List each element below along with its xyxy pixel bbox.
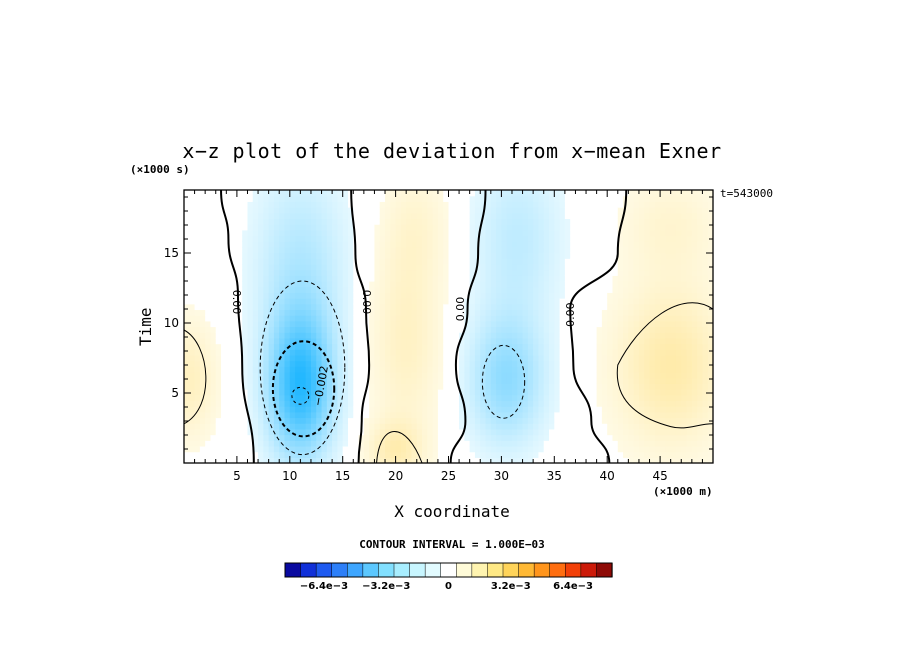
- colorbar-swatch: [596, 562, 613, 578]
- x-tick-label: 40: [600, 469, 615, 483]
- y-tick-label: 10: [164, 316, 179, 330]
- x-tick-label: 10: [282, 469, 297, 483]
- colorbar-swatch: [409, 562, 426, 578]
- contour-neg-0.003: [291, 386, 310, 405]
- colorbar-swatch: [284, 562, 302, 578]
- contour-pos-bottom: [376, 431, 423, 464]
- colorbar-swatch: [315, 562, 333, 578]
- x-axis-label: X coordinate: [394, 502, 510, 521]
- contour-pos-left: [183, 329, 207, 425]
- x-tick-label: 15: [335, 469, 350, 483]
- colorbar-swatch: [533, 562, 551, 578]
- x-tick-label: 25: [441, 469, 456, 483]
- contour-interval-label: CONTOUR INTERVAL = 1.000E−03: [359, 538, 545, 551]
- x-tick-label: 45: [652, 469, 667, 483]
- contour-neg-right: [481, 344, 526, 419]
- contour-neg-0.001: [259, 280, 346, 456]
- colorbar-swatch: [487, 562, 504, 578]
- zero-contour-line: [449, 189, 487, 464]
- zero-contour-line: [220, 189, 255, 464]
- x-tick-label: 5: [233, 469, 241, 483]
- y-tick-label: 15: [164, 246, 179, 260]
- colorbar-swatch: [347, 562, 364, 578]
- colorbar-swatch: [378, 562, 395, 578]
- contour-label: 0.00: [454, 297, 467, 322]
- colorbar-swatch: [518, 562, 535, 578]
- contour-label: 0.00: [360, 290, 373, 315]
- contour-label: 0.00: [230, 290, 243, 315]
- zero-contour-line: [350, 189, 371, 464]
- contour-pos-right: [616, 302, 714, 429]
- contour-fill: [184, 190, 714, 464]
- colorbar-label: 6.4e−3: [553, 581, 593, 592]
- x-axis-unit: (×1000 m): [653, 485, 713, 498]
- contour-label: −0.002: [311, 365, 331, 407]
- colorbar-swatch: [565, 562, 582, 578]
- colorbar-label: −6.4e−3: [300, 581, 348, 592]
- colorbar-swatch: [331, 562, 348, 578]
- colorbar-swatch: [456, 562, 473, 578]
- x-tick-label: 35: [547, 469, 562, 483]
- colorbar-swatch: [440, 562, 457, 578]
- x-tick-label: 30: [494, 469, 509, 483]
- colorbar-swatch: [471, 562, 489, 578]
- colorbar-swatch: [502, 562, 520, 578]
- y-axis-label: Time: [136, 307, 155, 346]
- colorbar-swatch: [580, 562, 598, 578]
- chart-title: x−z plot of the deviation from x−mean Ex…: [182, 139, 722, 163]
- zero-contour-line: [569, 189, 628, 464]
- x-tick-label: 20: [388, 469, 403, 483]
- colorbar-swatch: [393, 562, 411, 578]
- plot-frame: [183, 189, 714, 464]
- y-tick-label: 5: [171, 386, 179, 400]
- contour-label: 0.00: [564, 302, 577, 327]
- colorbar-label: −3.2e−3: [362, 581, 410, 592]
- colorbar-label: 0: [445, 581, 452, 592]
- colorbar-swatch: [300, 562, 317, 578]
- colorbar-swatch: [424, 562, 442, 578]
- colorbar-frame: [284, 562, 613, 578]
- contour-neg-0.002: [271, 340, 336, 438]
- colorbar-swatch: [362, 562, 380, 578]
- y-axis-unit: (×1000 s): [130, 163, 190, 176]
- colorbar-swatch: [549, 562, 566, 578]
- time-label: t=543000: [720, 187, 773, 200]
- colorbar-label: 3.2e−3: [491, 581, 531, 592]
